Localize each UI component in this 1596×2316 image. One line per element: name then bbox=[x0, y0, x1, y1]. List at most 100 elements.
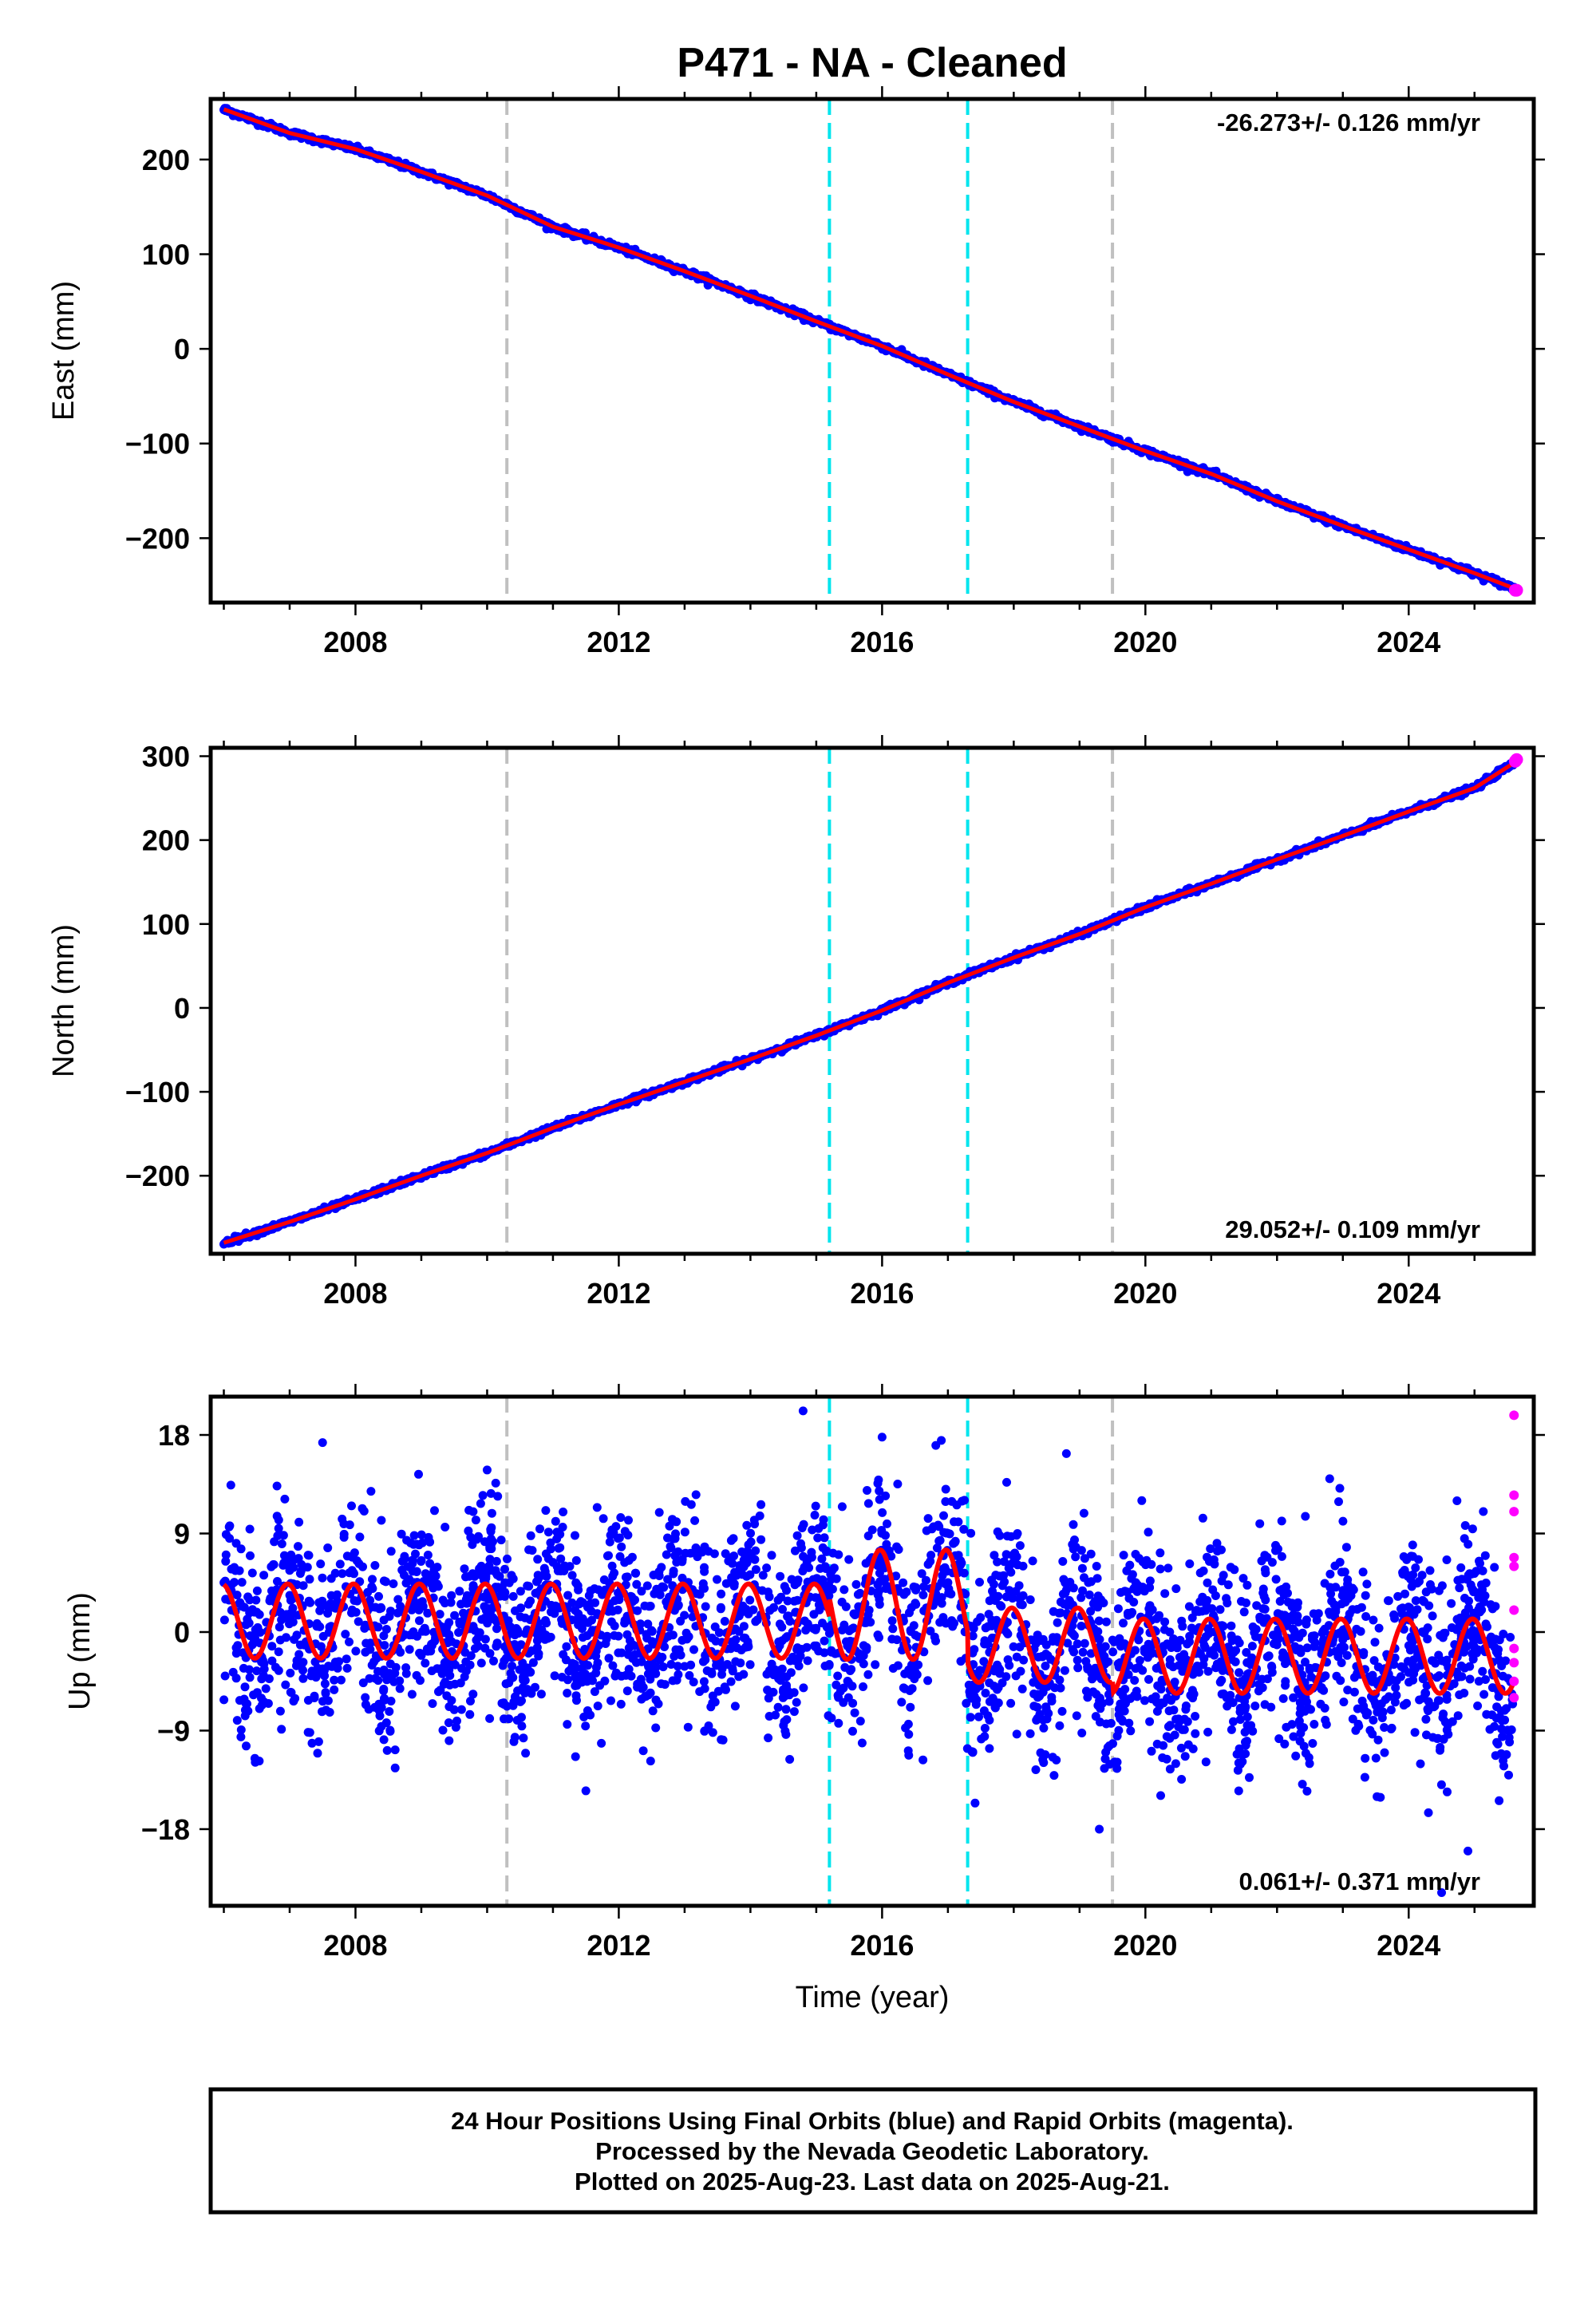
final-orbit-point bbox=[1017, 1684, 1027, 1694]
final-orbit-point bbox=[642, 1581, 652, 1591]
final-orbit-point bbox=[1217, 1690, 1227, 1699]
final-orbit-point bbox=[252, 1666, 262, 1676]
final-orbit-point bbox=[974, 1712, 983, 1721]
final-orbit-point bbox=[1465, 1674, 1475, 1684]
final-orbit-point bbox=[660, 1642, 670, 1651]
final-orbit-point bbox=[1460, 1594, 1469, 1603]
final-orbit-point bbox=[368, 1575, 377, 1584]
final-orbit-point bbox=[1201, 1757, 1211, 1767]
final-orbit-point bbox=[1019, 1655, 1029, 1665]
final-orbit-point bbox=[1242, 1712, 1252, 1721]
final-orbit-point bbox=[1207, 1604, 1217, 1614]
final-orbit-point bbox=[855, 1717, 865, 1726]
final-orbit-point bbox=[651, 1662, 661, 1672]
final-orbit-point bbox=[377, 1721, 386, 1731]
final-orbit-point bbox=[968, 1631, 978, 1641]
final-orbit-point bbox=[1353, 1704, 1362, 1713]
final-orbit-point bbox=[219, 1615, 229, 1625]
final-orbit-point bbox=[995, 1665, 1005, 1674]
final-orbit-point bbox=[377, 1516, 386, 1525]
final-orbit-point bbox=[1411, 1563, 1420, 1572]
final-orbit-point bbox=[486, 1488, 496, 1498]
final-orbit-point bbox=[323, 1609, 333, 1618]
final-orbit-point bbox=[527, 1546, 537, 1555]
final-orbit-point bbox=[389, 1579, 398, 1588]
final-orbit-point bbox=[683, 1722, 693, 1732]
final-orbit-point bbox=[665, 1521, 674, 1531]
final-orbit-point bbox=[1012, 1729, 1021, 1739]
final-orbit-point bbox=[516, 1587, 525, 1596]
final-orbit-point bbox=[231, 1649, 241, 1658]
final-orbit-point bbox=[617, 1671, 626, 1681]
final-orbit-point bbox=[267, 1656, 277, 1666]
final-orbit-point bbox=[1184, 1602, 1194, 1611]
final-orbit-point bbox=[1163, 1563, 1173, 1573]
final-orbit-point bbox=[950, 1517, 958, 1527]
final-orbit-point bbox=[1500, 1705, 1509, 1715]
final-orbit-point bbox=[941, 1484, 950, 1494]
final-orbit-point bbox=[906, 1626, 915, 1635]
final-orbit-point bbox=[546, 1544, 555, 1554]
final-orbit-point bbox=[342, 1654, 351, 1664]
final-orbit-point bbox=[1135, 1656, 1144, 1665]
final-orbit-point bbox=[1428, 1611, 1437, 1621]
final-orbit-point bbox=[330, 1675, 339, 1685]
final-orbit-point bbox=[1385, 1692, 1393, 1701]
final-orbit-point bbox=[460, 1564, 469, 1574]
final-orbit-point bbox=[764, 1733, 773, 1743]
final-orbit-point bbox=[871, 1660, 880, 1670]
final-orbit-point bbox=[904, 1729, 914, 1739]
final-orbit-point bbox=[1176, 1743, 1186, 1753]
final-orbit-point bbox=[1240, 1727, 1250, 1737]
final-orbit-point bbox=[626, 1671, 636, 1681]
final-orbit-point bbox=[1092, 1574, 1102, 1583]
final-orbit-point bbox=[438, 1725, 448, 1735]
x-tick-label: 2008 bbox=[323, 1277, 387, 1310]
rapid-orbit-point bbox=[1510, 753, 1523, 766]
final-orbit-point bbox=[676, 1616, 685, 1626]
final-orbit-point bbox=[1380, 1723, 1389, 1732]
final-orbit-point bbox=[903, 1746, 913, 1756]
model-line bbox=[223, 107, 1515, 591]
final-orbit-point bbox=[380, 1695, 389, 1705]
final-orbit-point bbox=[1212, 1539, 1222, 1548]
final-orbit-point bbox=[975, 1666, 985, 1675]
final-orbit-point bbox=[590, 1687, 599, 1697]
final-orbit-point bbox=[233, 1641, 243, 1650]
final-orbit-point bbox=[1248, 1622, 1258, 1631]
final-orbit-point bbox=[1452, 1496, 1462, 1505]
final-orbit-point bbox=[1504, 1733, 1514, 1742]
final-orbit-point bbox=[1078, 1647, 1088, 1657]
final-orbit-point bbox=[1106, 1718, 1116, 1728]
final-orbit-point bbox=[1203, 1666, 1213, 1676]
final-orbit-point bbox=[1258, 1674, 1266, 1684]
data-points bbox=[219, 1406, 1519, 1898]
final-orbit-point bbox=[826, 1575, 836, 1584]
final-orbit-point bbox=[1255, 1519, 1265, 1528]
final-orbit-point bbox=[1083, 1662, 1092, 1672]
final-orbit-point bbox=[776, 1571, 785, 1581]
final-orbit-point bbox=[1073, 1639, 1082, 1649]
final-orbit-point bbox=[689, 1678, 698, 1687]
final-orbit-point bbox=[817, 1554, 827, 1563]
x-tick-label: 2008 bbox=[323, 626, 387, 658]
final-orbit-point bbox=[713, 1575, 721, 1584]
final-orbit-point bbox=[799, 1683, 808, 1693]
final-orbit-point bbox=[1210, 1650, 1219, 1660]
final-orbit-point bbox=[718, 1735, 728, 1745]
final-orbit-point bbox=[1083, 1693, 1092, 1702]
y-tick-label: −100 bbox=[125, 1076, 190, 1109]
final-orbit-point bbox=[717, 1589, 726, 1599]
final-orbit-point bbox=[503, 1554, 512, 1563]
final-orbit-point bbox=[1145, 1576, 1155, 1586]
final-orbit-point bbox=[1015, 1541, 1025, 1551]
final-orbit-point bbox=[773, 1702, 783, 1712]
final-orbit-point bbox=[764, 1592, 774, 1602]
final-orbit-point bbox=[1125, 1560, 1135, 1570]
final-orbit-point bbox=[1073, 1655, 1082, 1665]
final-orbit-point bbox=[561, 1655, 571, 1665]
final-orbit-point bbox=[1217, 1545, 1226, 1555]
final-orbit-point bbox=[592, 1503, 602, 1512]
final-orbit-point bbox=[1003, 1655, 1013, 1665]
